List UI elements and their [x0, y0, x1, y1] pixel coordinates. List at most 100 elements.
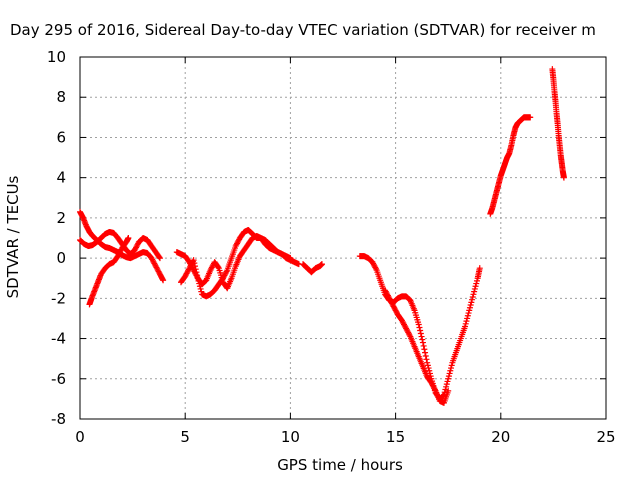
y-tick-label: 2 — [56, 209, 66, 227]
data-point — [195, 277, 202, 284]
x-axis-label: GPS time / hours — [277, 456, 403, 474]
data-point — [426, 367, 433, 374]
data-point — [465, 310, 472, 317]
data-point — [469, 293, 476, 300]
data-point — [445, 387, 452, 394]
series-arc-g — [356, 253, 483, 402]
data-point — [196, 280, 203, 287]
data-point — [191, 260, 198, 267]
y-tick-label: -8 — [51, 410, 66, 428]
data-point — [417, 330, 424, 337]
y-tick-label: 8 — [56, 88, 66, 106]
data-point — [446, 370, 453, 377]
data-point — [198, 288, 205, 295]
data-point — [422, 352, 429, 359]
data-point — [419, 336, 426, 343]
series-arc-j — [549, 66, 567, 181]
series-arc-c — [86, 235, 132, 308]
data-point — [194, 275, 201, 282]
data-point — [406, 332, 413, 339]
data-point — [471, 285, 478, 292]
data-point — [443, 381, 450, 388]
data-point — [125, 235, 132, 241]
data-point — [470, 291, 477, 298]
data-point — [190, 257, 197, 264]
data-point — [448, 365, 455, 372]
data-point — [287, 255, 294, 262]
data-point — [466, 307, 473, 314]
data-point — [372, 265, 379, 272]
grid-lines — [80, 57, 606, 419]
data-point — [447, 367, 454, 374]
series-arc-a — [77, 208, 167, 284]
data-point — [463, 318, 470, 325]
x-tick-label: 5 — [180, 428, 190, 446]
data-point — [419, 339, 426, 346]
data-point — [197, 285, 204, 292]
data-point — [192, 263, 199, 270]
data-point — [193, 269, 200, 276]
data-point — [560, 174, 567, 181]
data-point — [473, 280, 480, 287]
x-tick-label: 20 — [491, 428, 510, 446]
data-point — [156, 254, 163, 261]
data-point — [464, 312, 471, 319]
data-point — [440, 392, 447, 399]
data-point — [468, 299, 475, 306]
y-tick-label: 0 — [56, 249, 66, 267]
data-point — [160, 277, 167, 284]
y-tick-label: 6 — [56, 128, 66, 146]
y-tick-label: 10 — [47, 48, 66, 66]
data-point — [156, 255, 163, 262]
data-point — [423, 356, 430, 363]
data-point — [462, 323, 469, 330]
data-point — [448, 362, 455, 369]
series-arc-h — [382, 287, 452, 406]
data-points — [77, 66, 567, 406]
data-point — [418, 333, 425, 340]
data-point — [194, 272, 201, 279]
data-point — [469, 296, 476, 303]
series-arc-i — [487, 114, 534, 217]
data-point — [415, 321, 422, 328]
data-point — [417, 327, 424, 334]
y-tick-label: -4 — [51, 330, 66, 348]
data-point — [476, 265, 483, 272]
data-point — [462, 320, 469, 327]
data-point — [464, 315, 471, 322]
data-point — [424, 362, 431, 369]
data-point — [472, 283, 479, 290]
data-point — [444, 378, 451, 385]
x-tick-label: 10 — [281, 428, 300, 446]
y-tick-labels: -8 -6 -4 -2 0 2 4 6 8 10 — [47, 48, 66, 428]
x-tick-labels: 0 5 10 15 20 25 — [75, 428, 615, 446]
data-point — [527, 114, 534, 121]
data-point — [431, 386, 438, 393]
data-point — [445, 373, 452, 380]
series-arc-f — [300, 261, 325, 276]
data-point — [445, 375, 452, 382]
data-point — [442, 386, 449, 393]
data-point — [466, 304, 473, 311]
data-point — [223, 268, 230, 275]
data-point — [471, 288, 478, 295]
data-point — [424, 359, 431, 366]
data-point — [215, 264, 222, 271]
x-tick-label: 0 — [75, 428, 85, 446]
data-point — [467, 302, 474, 309]
data-point — [192, 266, 199, 273]
data-point — [473, 277, 480, 284]
x-tick-label: 25 — [596, 428, 615, 446]
y-axis-label: SDTVAR / TECUs — [4, 175, 22, 298]
x-tick-label: 15 — [386, 428, 405, 446]
plot-frame — [79, 56, 607, 420]
chart-title: Day 295 of 2016, Sidereal Day-to-day VTE… — [10, 21, 596, 39]
y-tick-label: -2 — [51, 289, 66, 307]
y-tick-label: -6 — [51, 370, 66, 388]
axis-ticks — [79, 56, 607, 420]
y-tick-label: 4 — [56, 169, 66, 187]
data-point — [421, 346, 428, 353]
data-point — [420, 342, 427, 349]
series-arc-e — [177, 226, 294, 300]
